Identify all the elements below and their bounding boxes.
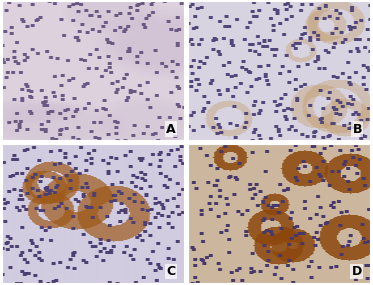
Text: A: A — [166, 123, 176, 135]
Text: B: B — [352, 123, 362, 135]
Text: D: D — [352, 265, 362, 278]
Text: C: C — [166, 265, 176, 278]
